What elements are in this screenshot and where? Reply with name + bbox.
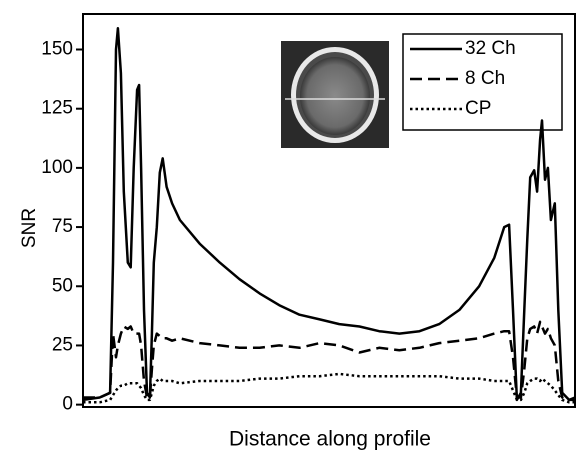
y-tick-label: 50 [52,275,73,296]
series-line [83,26,575,402]
legend-label: CP [465,98,491,119]
series-line [83,320,575,402]
x-axis-label: Distance along profile [229,428,431,451]
y-tick-label: 75 [52,216,73,237]
y-axis-label: SNR [19,208,40,248]
y-tick-label: 25 [52,334,73,355]
legend-label: 32 Ch [465,38,516,59]
lines [83,26,575,404]
legend-label: 8 Ch [465,68,505,89]
y-tick-label: 0 [62,394,73,415]
y-tick-label: 150 [41,39,73,60]
plot-frame [82,13,576,408]
y-tick-label: 100 [41,157,73,178]
inset-image [281,41,389,148]
series-line [83,372,575,404]
y-tick-label: 125 [41,98,73,119]
